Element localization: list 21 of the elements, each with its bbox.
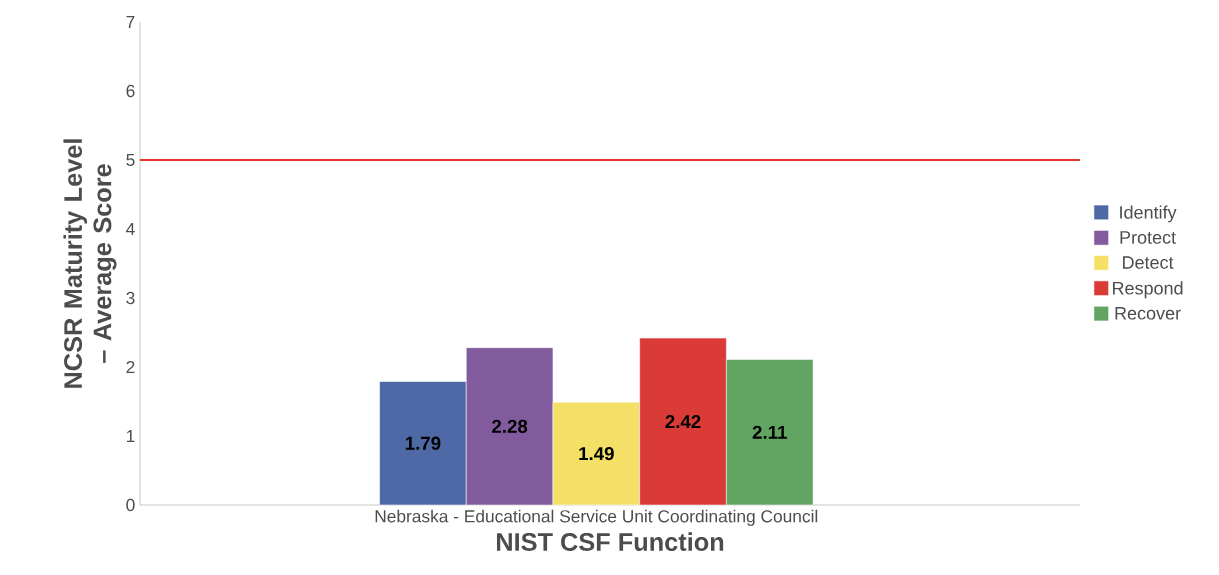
legend-label: Protect: [1120, 231, 1176, 244]
x-tick-label: Nebraska - Educational Service Unit Coordinating Council: [375, 509, 818, 526]
legend-label: Detect: [1123, 256, 1174, 269]
y-tick-label: 2: [126, 360, 135, 374]
y-tick-label: 0: [126, 498, 135, 512]
data-label: 1.49: [579, 446, 614, 461]
data-label: 2.28: [492, 419, 528, 433]
data-label: 2.42: [665, 414, 701, 429]
data-label: 1.79: [405, 436, 441, 450]
y-tick-label: 1: [126, 430, 135, 442]
y-tick-label: 6: [126, 84, 135, 98]
y-tick-label: 7: [126, 16, 135, 28]
x-axis-title: NIST CSF Function: [497, 532, 724, 551]
y-tick-label: 5: [126, 153, 135, 167]
y-tick-label: 3: [126, 291, 135, 305]
legend-label: Identify: [1120, 205, 1177, 223]
y-tick-label: 4: [126, 223, 135, 235]
legend-label: Recover: [1115, 307, 1181, 320]
legend-label: Respond: [1113, 281, 1183, 299]
y-axis-title: NCSR Maturity Level – Average Score: [63, 139, 117, 388]
data-label: 2.11: [752, 425, 787, 439]
